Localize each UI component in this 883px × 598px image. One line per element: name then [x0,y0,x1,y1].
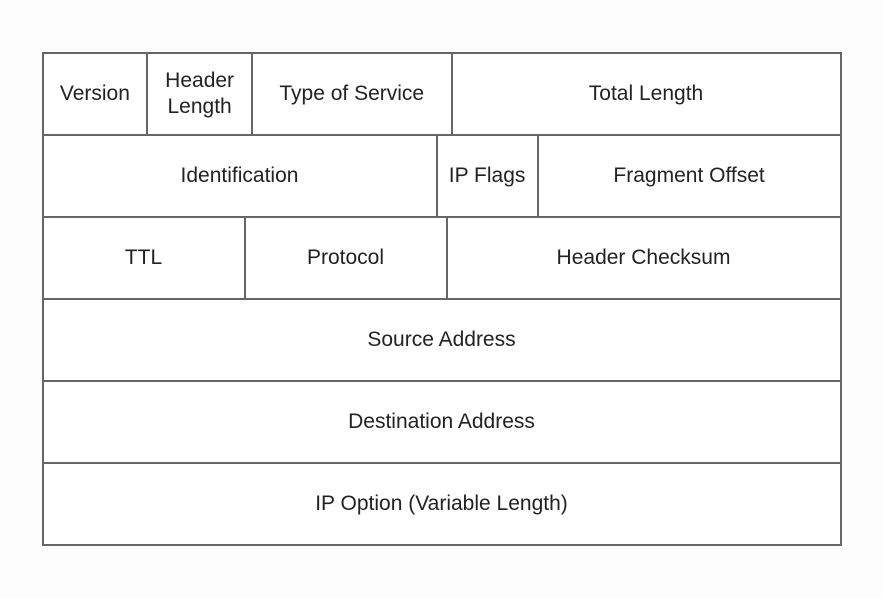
cell-source-address: Source Address [43,299,841,381]
ip-header-diagram: Version Header Length Type of Service To… [42,52,842,546]
cell-fragment-offset: Fragment Offset [538,135,841,217]
row-1: Identification IP Flags Fragment Offset [43,135,841,217]
row-5: IP Option (Variable Length) [43,463,841,545]
cell-ttl: TTL [43,217,245,299]
cell-ip-option: IP Option (Variable Length) [43,463,841,545]
row-4: Destination Address [43,381,841,463]
row-2: TTL Protocol Header Checksum [43,217,841,299]
row-3: Source Address [43,299,841,381]
cell-header-checksum: Header Checksum [447,217,841,299]
cell-ip-flags: IP Flags [437,135,538,217]
cell-identification: Identification [43,135,437,217]
cell-type-of-service: Type of Service [252,53,452,135]
cell-total-length: Total Length [452,53,841,135]
cell-header-length: Header Length [147,53,252,135]
cell-destination-address: Destination Address [43,381,841,463]
cell-version: Version [43,53,148,135]
cell-protocol: Protocol [245,217,447,299]
row-0: Version Header Length Type of Service To… [43,53,841,135]
